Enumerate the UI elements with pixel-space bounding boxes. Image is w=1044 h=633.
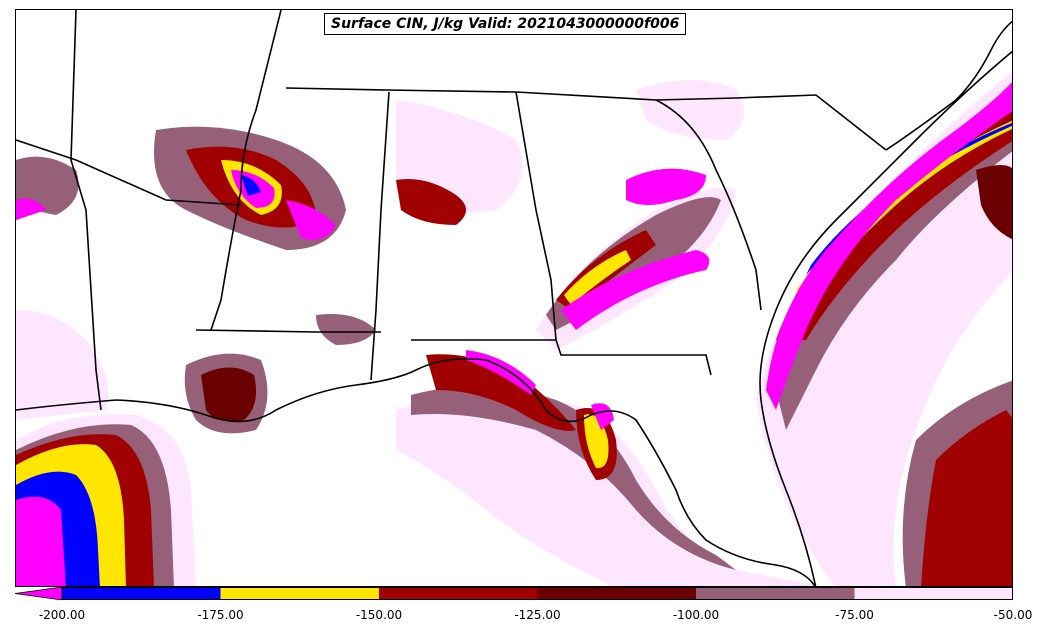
coastline-nc-inner: [885, 20, 1012, 151]
cin-region-fl-magenta: [591, 403, 614, 430]
boundary-ms-al: [370, 91, 390, 381]
state-boundaries: [16, 10, 1012, 586]
boundary-arkansas-top: [16, 139, 242, 206]
boundary-ga-sc: [655, 99, 762, 311]
cin-region-al-dark: [396, 179, 466, 225]
colorbar-segment-3: [537, 587, 697, 600]
colorbar-segments: [62, 587, 1013, 600]
cin-region-ms-magenta-2: [286, 200, 336, 240]
boundary-mississippi-river: [210, 10, 282, 331]
cin-region-gulf-mauve: [411, 386, 736, 570]
map-title: Surface CIN, J/kg Valid: 2021043000000f0…: [324, 13, 687, 35]
cin-region-atl-magenta: [766, 82, 1012, 410]
cin-region-mid-mauve: [316, 314, 376, 345]
cin-region-west-light: [16, 310, 109, 420]
cin-field-map: [16, 10, 1012, 586]
cin-region-gulf-light: [396, 393, 816, 586]
colorbar-tick-label: -50.00: [993, 608, 1033, 622]
colorbar-segment-5: [854, 587, 1013, 600]
cin-shading: [16, 71, 1012, 586]
boundary-al-ga: [515, 91, 557, 341]
boundary-fl-north: [411, 339, 712, 376]
cin-region-ms-blue: [241, 175, 261, 196]
colorbar-segment-4: [696, 587, 855, 600]
coastline-atlantic: [759, 50, 1012, 586]
colorbar-tick-label: -175.00: [197, 608, 244, 622]
colorbar-tick-label: -100.00: [672, 608, 720, 622]
cin-region-offshore-dark-2: [976, 165, 1012, 240]
boundary-nc-sc: [655, 94, 887, 151]
map-panel: [15, 9, 1013, 587]
colorbar-outline: [61, 587, 1013, 600]
boundary-la-north: [195, 329, 381, 333]
colorbar-tick-label: -200.00: [38, 608, 86, 622]
cin-region-nc-light: [636, 80, 744, 140]
cin-region-la-dark: [201, 367, 257, 422]
cin-region-ga-magenta: [561, 250, 710, 330]
cin-region-gulf-dark: [426, 354, 576, 431]
cin-region-west-magenta: [16, 198, 46, 220]
cin-region-gulf-magenta: [466, 350, 536, 395]
colorbar: [15, 587, 1013, 600]
colorbar-underflow-triangle: [15, 587, 63, 600]
cin-region-ga-yellow: [564, 250, 631, 305]
boundary-texas-la: [70, 10, 102, 411]
cin-region-atl-dark: [776, 111, 1012, 340]
cin-region-ga-magenta-north: [626, 168, 706, 205]
cin-region-offshore-dark: [921, 410, 1012, 586]
coastline-gulf: [16, 357, 816, 586]
colorbar-segment-0: [62, 587, 221, 600]
colorbar-tick-label: -75.00: [835, 608, 874, 622]
boundary-tn-north: [285, 87, 657, 101]
colorbar-segment-1: [220, 587, 380, 600]
colorbar-segment-2: [379, 587, 538, 600]
colorbar-tick-label: -125.00: [514, 608, 561, 622]
colorbar-tick-label: -150.00: [355, 608, 403, 622]
cin-region-texas-magenta: [16, 496, 66, 586]
